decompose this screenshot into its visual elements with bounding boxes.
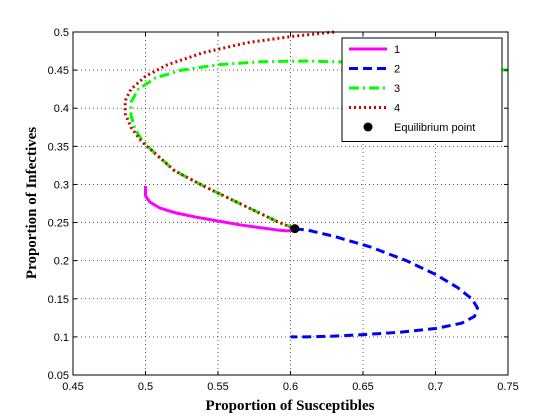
legend-label-2: 2 — [394, 64, 400, 76]
y-tick-label: 0.45 — [48, 65, 69, 77]
y-tick-label: 0.05 — [48, 370, 69, 382]
y-tick-label: 0.1 — [54, 332, 69, 344]
y-tick-label: 0.4 — [54, 103, 69, 115]
y-tick-label: 0.2 — [54, 256, 69, 268]
legend-label-3: 3 — [394, 83, 400, 95]
y-tick-label: 0.35 — [48, 141, 69, 153]
x-tick-label: 0.5 — [138, 381, 153, 393]
equilibrium-point-marker — [290, 224, 300, 234]
legend-equilibrium-marker — [363, 122, 373, 132]
x-tick-label: 0.6 — [283, 381, 298, 393]
legend: 1 2 3 4 Equilibrium point — [341, 37, 503, 142]
y-tick-label: 0.15 — [48, 294, 69, 306]
y-tick-label: 0.3 — [54, 179, 69, 191]
x-tick-label: 0.45 — [62, 381, 83, 393]
series-4-line — [123, 30, 335, 231]
y-tick-label: 0.5 — [54, 27, 69, 39]
x-tick-label: 0.55 — [207, 381, 228, 393]
x-axis-ticks: 0.45 0.5 0.55 0.6 0.65 0.7 0.75 — [62, 32, 519, 393]
series-layer — [123, 30, 509, 339]
grid — [73, 32, 508, 375]
legend-label-equilibrium: Equilibrium point — [394, 122, 475, 134]
series-2-line — [290, 227, 479, 339]
legend-label-4: 4 — [394, 103, 400, 115]
x-axis-label: Proportion of Susceptibles — [206, 398, 375, 414]
series-1-line — [144, 186, 296, 233]
legend-label-1: 1 — [394, 44, 400, 56]
x-tick-label: 0.7 — [428, 381, 443, 393]
annotation-layer — [290, 224, 300, 234]
y-axis-label: Proportion of Infectives — [24, 127, 40, 279]
x-tick-label: 0.75 — [497, 381, 518, 393]
x-tick-label: 0.65 — [352, 381, 373, 393]
y-axis-ticks: 0.05 0.1 0.15 0.2 0.25 0.3 0.35 0.4 0.45 0.5 — [48, 27, 508, 382]
y-tick-label: 0.25 — [48, 218, 69, 230]
series-3-line — [129, 59, 509, 231]
